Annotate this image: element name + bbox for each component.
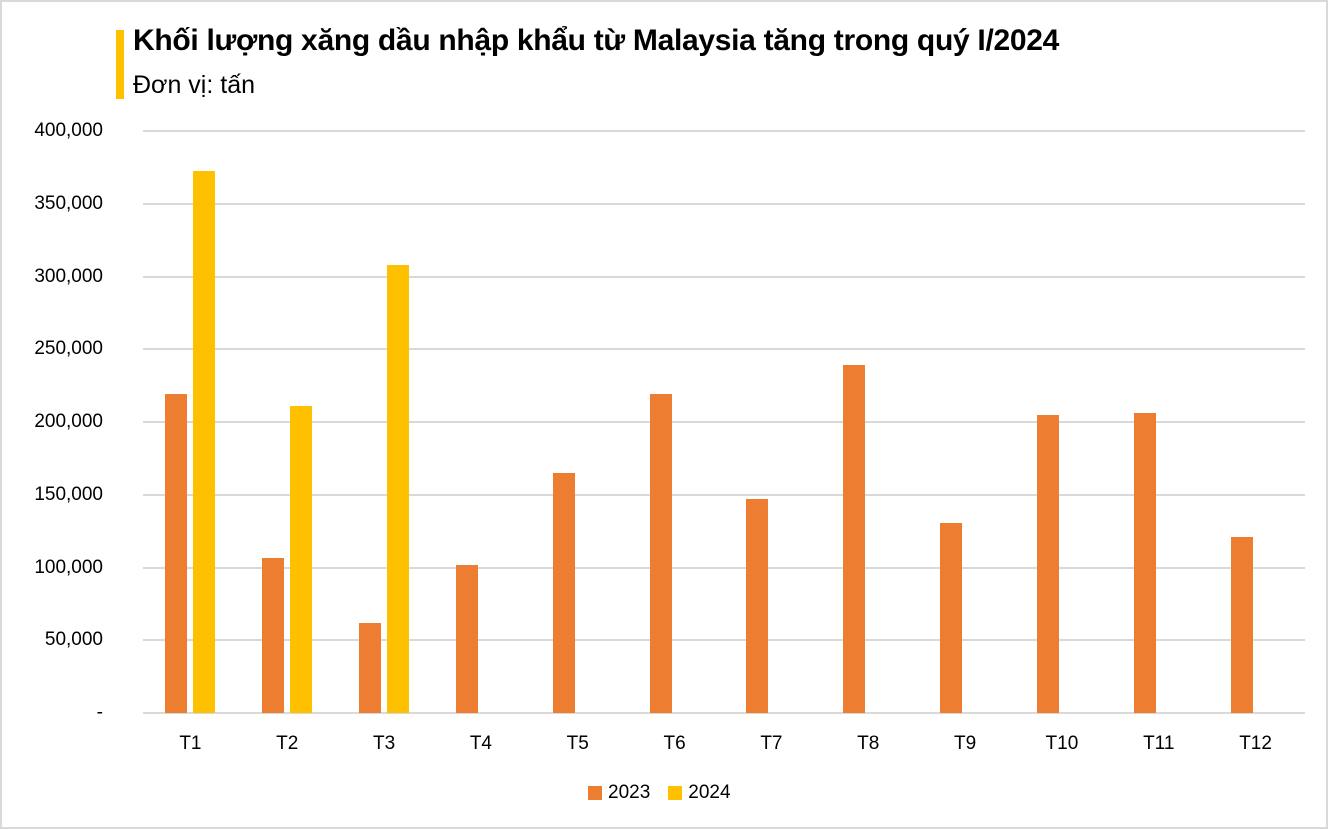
- gridline: [143, 421, 1305, 423]
- chart-title: Khối lượng xăng dầu nhập khẩu từ Malaysi…: [133, 24, 1060, 57]
- bar-2023-T12: [1230, 536, 1253, 713]
- plot-area: [143, 130, 1305, 714]
- y-tick-label: 250,000: [34, 338, 103, 360]
- x-tick-label: T1: [179, 733, 202, 754]
- x-tick-label: T2: [276, 733, 299, 754]
- bar-2023-T10: [1036, 414, 1059, 713]
- legend-label: 2024: [688, 782, 731, 803]
- title-accent-bar: [116, 30, 124, 99]
- x-tick-label: T8: [857, 733, 880, 754]
- gridline: [143, 130, 1305, 132]
- bar-2023-T7: [746, 499, 769, 713]
- bar-2023-T4: [455, 564, 478, 713]
- x-tick-label: T4: [469, 733, 492, 754]
- legend-item-2024: 2024: [668, 782, 731, 804]
- gridline: [143, 275, 1305, 278]
- bar-2023-T6: [649, 394, 672, 713]
- legend: 2023 2024: [588, 782, 749, 804]
- y-tick-label: 50,000: [44, 629, 103, 651]
- y-tick-label: 200,000: [34, 411, 103, 432]
- bar-2023-T11: [1133, 413, 1156, 713]
- x-tick-label: T9: [953, 733, 977, 754]
- bar-2024-T2: [290, 406, 313, 713]
- y-tick-label: 100,000: [34, 556, 103, 578]
- x-tick-label: T6: [663, 733, 686, 754]
- y-tick-label: 300,000: [34, 265, 103, 287]
- y-tick-label: 400,000: [34, 120, 103, 141]
- x-tick-label: T7: [760, 733, 783, 754]
- bar-2023-T2: [262, 558, 285, 713]
- gridline: [143, 712, 1305, 714]
- bar-2023-T3: [359, 622, 382, 713]
- x-tick-label: T12: [1239, 733, 1272, 754]
- x-tick-label: T5: [566, 733, 589, 754]
- gridline: [143, 202, 1305, 205]
- x-tick-label: T10: [1045, 733, 1079, 754]
- legend-label: 2023: [608, 782, 651, 803]
- gridline: [143, 493, 1305, 496]
- legend-swatch: [668, 786, 683, 800]
- y-tick-label: 350,000: [34, 192, 103, 214]
- gridline: [143, 639, 1305, 642]
- gridline: [143, 566, 1305, 569]
- legend-swatch: [588, 786, 602, 800]
- chart-subtitle: Đơn vị: tấn: [133, 71, 255, 99]
- legend-item-2023: 2023: [588, 782, 650, 804]
- x-tick-label: T3: [372, 733, 396, 754]
- bar-2024-T1: [193, 171, 216, 713]
- bar-2023-T1: [165, 394, 188, 713]
- y-tick-label: -: [96, 702, 103, 723]
- x-tick-label: T11: [1143, 733, 1175, 754]
- y-tick-label: 150,000: [34, 483, 103, 505]
- bar-2023-T8: [843, 364, 866, 713]
- bar-2023-T5: [552, 472, 575, 713]
- bar-2023-T9: [940, 523, 963, 713]
- bar-2024-T3: [387, 264, 410, 713]
- gridline: [143, 348, 1305, 351]
